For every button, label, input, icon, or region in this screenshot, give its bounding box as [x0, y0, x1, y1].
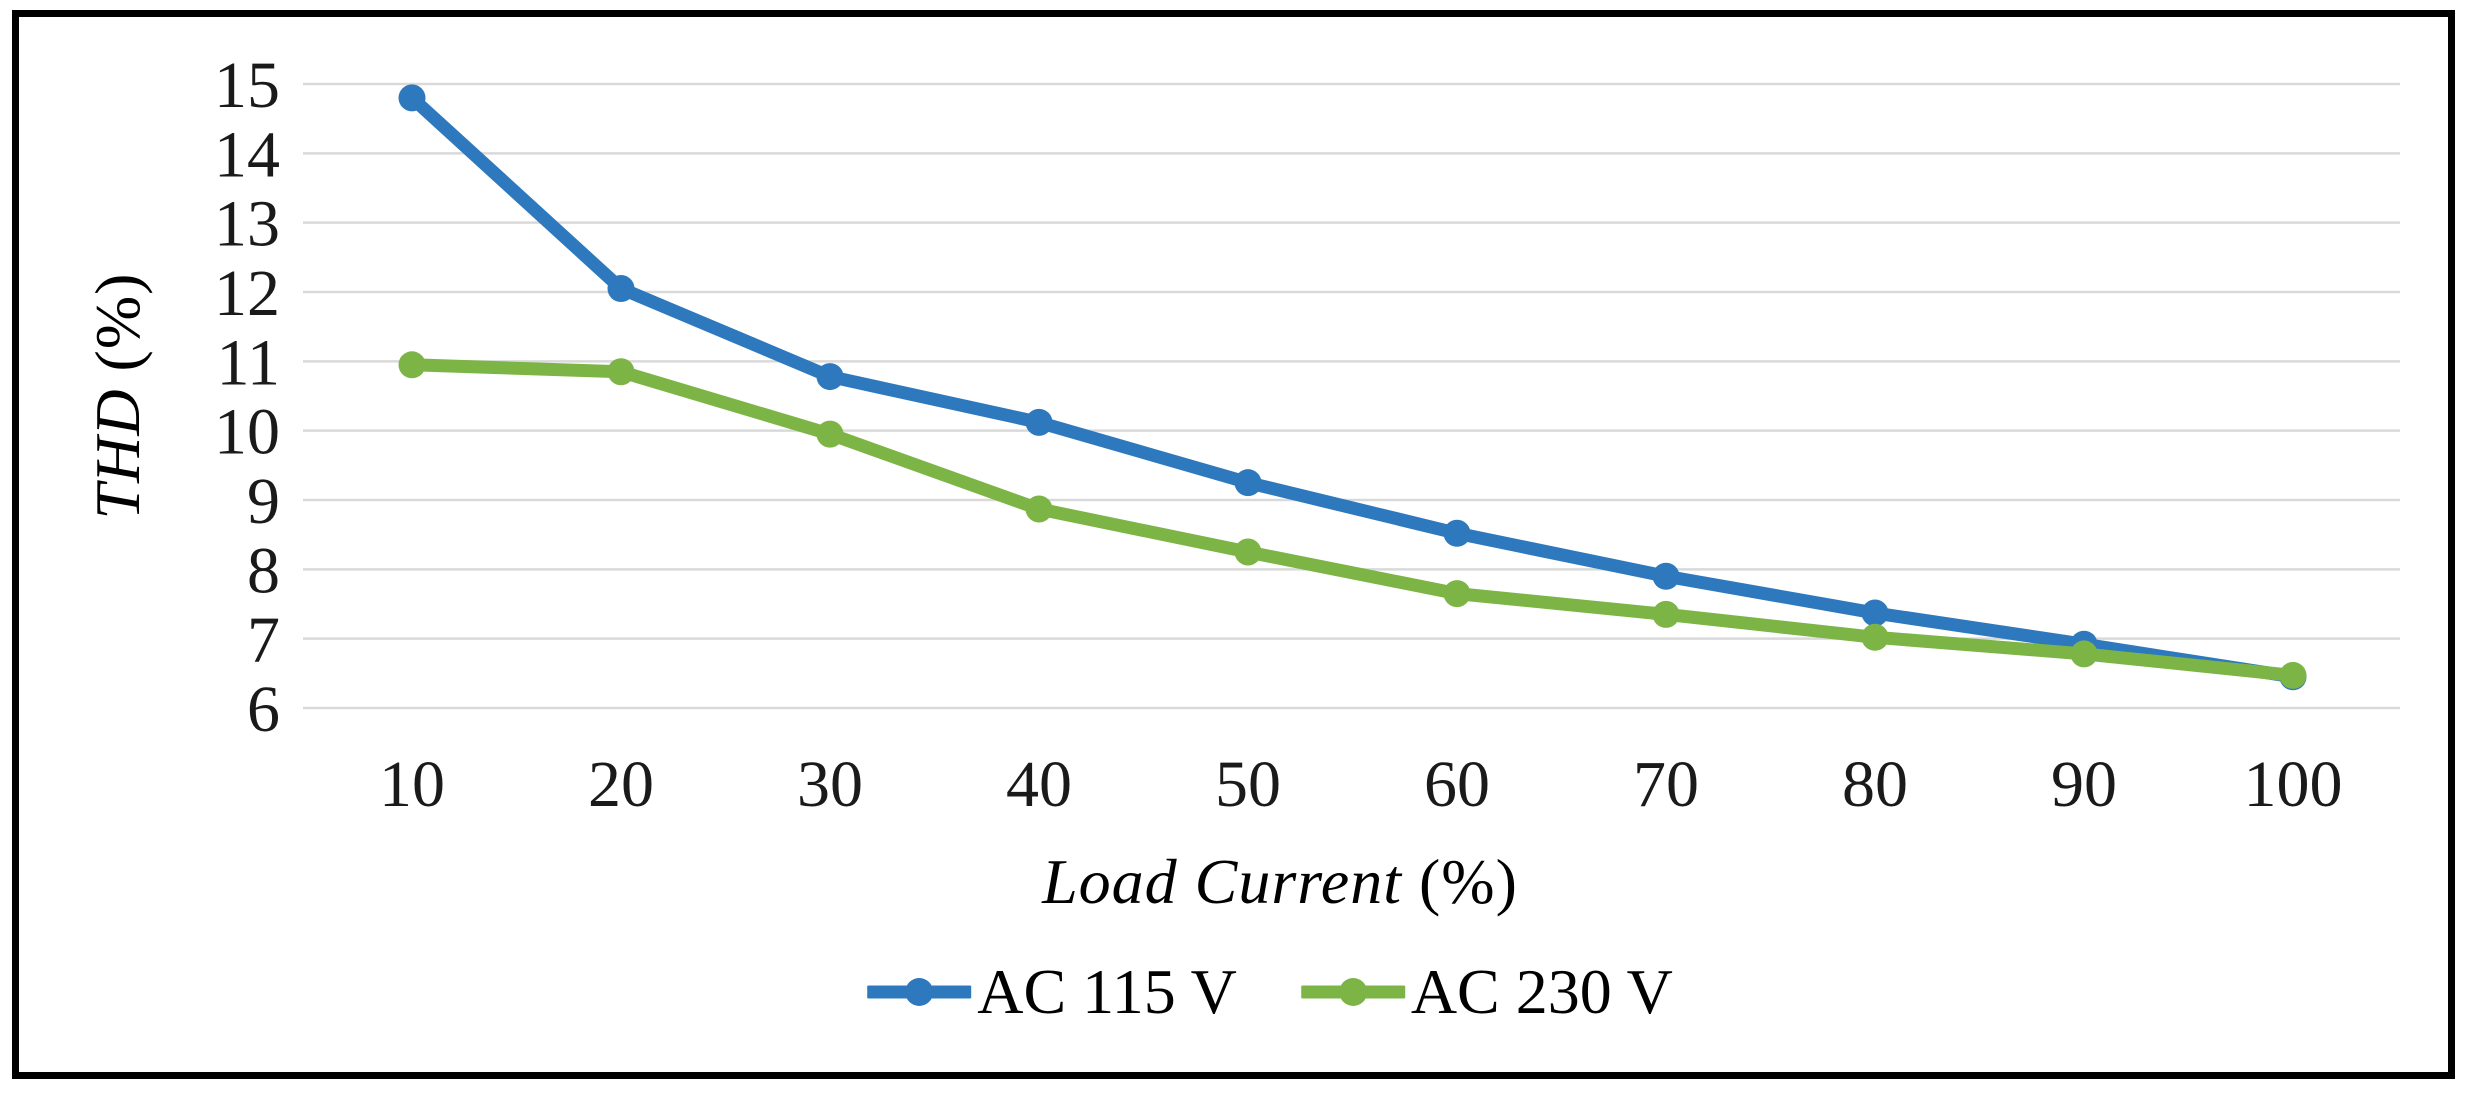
legend: AC 115 V AC 230 V: [867, 955, 1673, 1029]
data-point: [398, 351, 426, 379]
data-point: [1234, 469, 1262, 497]
legend-item-ac-230v: AC 230 V: [1300, 955, 1673, 1029]
data-point: [1234, 538, 1262, 566]
data-point: [1652, 562, 1680, 590]
y-axis-title-unit: (%): [82, 272, 153, 372]
data-point: [398, 84, 426, 112]
data-point: [1443, 580, 1471, 608]
data-point: [1861, 599, 1889, 627]
data-point: [816, 420, 844, 448]
y-tick-label: 15: [214, 49, 280, 122]
x-axis-title: Load Current (%): [1042, 845, 1518, 919]
series-line-ac-115-v: [405, 91, 2300, 684]
legend-marker-line-dot-icon: [867, 978, 972, 1006]
y-tick-label: 8: [247, 534, 280, 607]
x-tick-label: 70: [1633, 748, 1699, 821]
data-point: [607, 275, 635, 303]
y-tick-label: 10: [214, 396, 280, 469]
data-point: [607, 358, 635, 386]
y-tick-label: 9: [247, 465, 280, 538]
x-axis-title-unit: (%): [1418, 846, 1518, 917]
legend-label-ac-230v: AC 230 V: [1410, 956, 1673, 1027]
x-tick-label: 90: [2051, 748, 2117, 821]
x-tick-label: 60: [1424, 748, 1490, 821]
x-tick-label: 100: [2244, 748, 2343, 821]
y-tick-label: 14: [214, 118, 280, 191]
y-tick-label: 12: [214, 257, 280, 330]
data-point: [816, 363, 844, 391]
series-line-ac-230-v: [405, 358, 2300, 682]
x-tick-label: 40: [1006, 748, 1072, 821]
data-point: [1443, 519, 1471, 547]
data-point: [1652, 600, 1680, 628]
x-tick-label: 80: [1842, 748, 1908, 821]
x-tick-label: 20: [588, 748, 654, 821]
y-tick-label: 7: [247, 604, 280, 677]
y-tick-label: 6: [247, 673, 280, 746]
y-tick-label: 11: [216, 326, 280, 399]
data-point: [1861, 623, 1889, 651]
legend-label-ac-115v: AC 115 V: [977, 956, 1237, 1027]
y-axis-title-text: THD: [82, 388, 153, 520]
legend-marker-line-dot-icon: [1300, 978, 1405, 1006]
data-point: [2070, 640, 2098, 668]
legend-item-ac-115v: AC 115 V: [867, 955, 1237, 1029]
y-axis-title: THD (%): [81, 273, 155, 520]
x-tick-label: 30: [797, 748, 863, 821]
y-tick-label: 13: [214, 188, 280, 261]
x-axis-title-text: Load Current: [1042, 846, 1402, 917]
data-point: [1025, 408, 1053, 436]
x-tick-label: 10: [379, 748, 445, 821]
x-tick-label: 50: [1215, 748, 1281, 821]
data-point: [2279, 661, 2307, 689]
data-point: [1025, 495, 1053, 523]
